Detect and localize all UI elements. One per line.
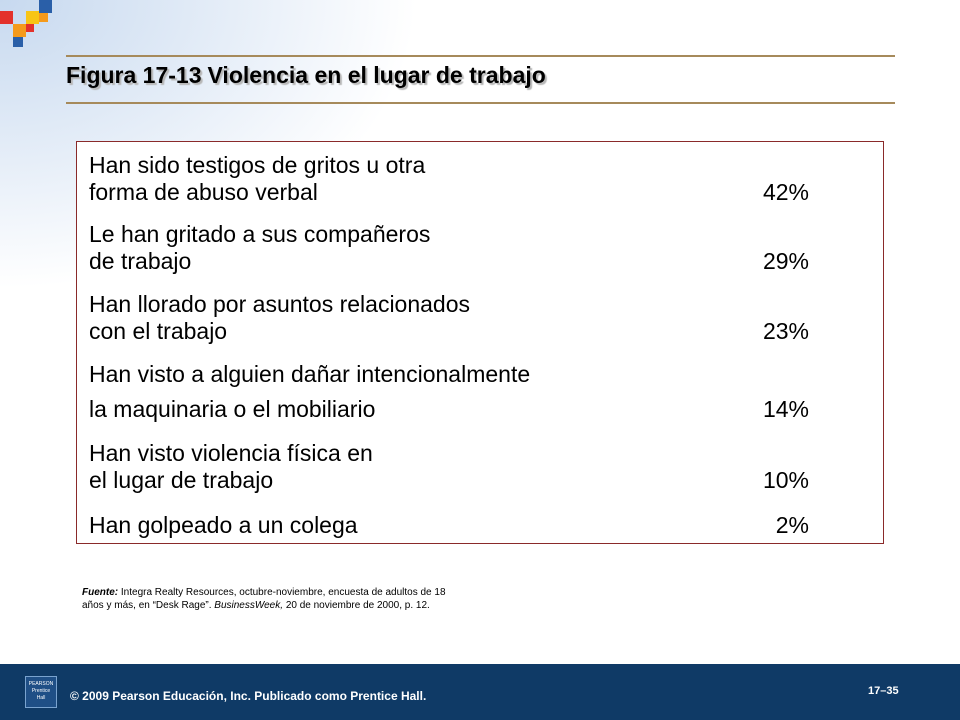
list-item: Han llorado por asuntos relacionados con… (89, 291, 809, 345)
list-item: Han visto a alguien dañar intencionalmen… (89, 361, 809, 423)
source-text2: 20 de noviembre de 2000, p. 12. (285, 600, 430, 611)
item-line2: la maquinaria o el mobiliario (89, 396, 376, 422)
figure-number: Figura 17-13 (66, 62, 202, 88)
item-line2: de trabajo (89, 248, 192, 274)
item-line2: forma de abuso verbal (89, 179, 318, 205)
source-text1: Integra Realty Resources, octubre-noviem… (82, 587, 446, 611)
source-label: Fuente: (82, 587, 119, 598)
source-publication: BusinessWeek, (214, 600, 284, 611)
item-percent: 29% (762, 248, 809, 274)
item-line1: Han visto a alguien dañar intencionalmen… (89, 361, 531, 387)
item-percent: 14% (762, 396, 809, 422)
item-percent: 10% (762, 467, 809, 493)
statistics-box: Han sido testigos de gritos u otra forma… (76, 141, 884, 544)
item-percent: 42% (762, 179, 809, 205)
title-bottom-rule (66, 102, 895, 104)
item-line2: el lugar de trabajo (89, 467, 274, 493)
title-top-rule (66, 55, 895, 57)
footer-bar: PEARSON Prentice Hall © 2009 Pearson Edu… (0, 664, 960, 720)
figure-title: Violencia en el lugar de trabajo (207, 62, 546, 88)
item-line1: Han golpeado a un colega (89, 512, 358, 538)
page-title: Figura 17-13 Violencia en el lugar de tra… (66, 62, 546, 89)
logo-text-pearson: PEARSON (28, 681, 54, 687)
item-percent: 23% (762, 318, 809, 344)
list-item: Han sido testigos de gritos u otra forma… (89, 152, 809, 206)
slide-number: 17–35 (868, 685, 899, 697)
item-line1: Le han gritado a sus compañeros (89, 221, 431, 247)
logo-text-hall: Hall (36, 695, 46, 701)
item-line2: con el trabajo (89, 318, 228, 344)
logo-text-prentice: Prentice (31, 688, 51, 694)
list-item: Han visto violencia física en el lugar d… (89, 440, 809, 494)
source-note: Fuente: Integra Realty Resources, octubr… (82, 586, 462, 612)
pearson-prentice-hall-logo: PEARSON Prentice Hall (25, 676, 57, 708)
list-item: Han golpeado a un colega 2% (89, 512, 809, 539)
copyright-text: © 2009 Pearson Educación, Inc. Publicado… (70, 689, 427, 703)
item-line1: Han sido testigos de gritos u otra (89, 152, 426, 178)
decorative-squares-logo (0, 0, 60, 50)
item-line1: Han visto violencia física en (89, 440, 373, 466)
item-percent: 2% (775, 512, 809, 538)
list-item: Le han gritado a sus compañeros de traba… (89, 221, 809, 275)
item-line1: Han llorado por asuntos relacionados (89, 291, 471, 317)
